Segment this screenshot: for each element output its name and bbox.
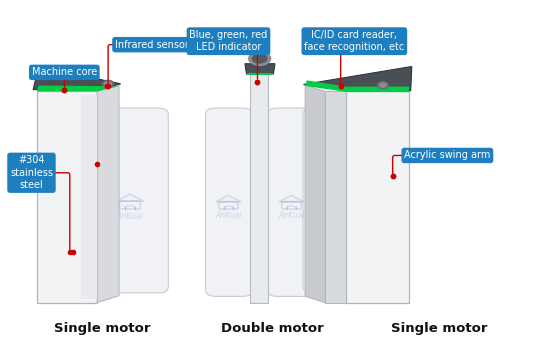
Circle shape xyxy=(105,82,112,86)
Polygon shape xyxy=(346,91,409,303)
Polygon shape xyxy=(246,73,273,75)
Polygon shape xyxy=(37,86,119,91)
Circle shape xyxy=(252,54,267,63)
Polygon shape xyxy=(326,91,346,303)
Text: Single motor: Single motor xyxy=(391,322,487,335)
Text: AnKuai: AnKuai xyxy=(215,211,242,221)
Text: IC/ID card reader,
face recognition, etc: IC/ID card reader, face recognition, etc xyxy=(304,30,404,52)
FancyBboxPatch shape xyxy=(98,108,168,293)
Text: Infrared sensor: Infrared sensor xyxy=(115,40,189,50)
Text: Blue, green, red
LED indicator: Blue, green, red LED indicator xyxy=(189,30,268,52)
Polygon shape xyxy=(305,85,326,303)
Polygon shape xyxy=(305,80,409,92)
Polygon shape xyxy=(245,64,275,74)
Text: Single motor: Single motor xyxy=(54,322,151,335)
Text: #304
stainless
steel: #304 stainless steel xyxy=(10,155,53,190)
Polygon shape xyxy=(37,91,97,303)
Polygon shape xyxy=(81,95,97,299)
Text: Double motor: Double motor xyxy=(221,322,323,335)
Polygon shape xyxy=(250,74,268,303)
Circle shape xyxy=(249,52,271,66)
Polygon shape xyxy=(33,66,120,90)
Text: Acrylic swing arm: Acrylic swing arm xyxy=(404,150,491,161)
Text: Machine core: Machine core xyxy=(32,67,97,77)
FancyBboxPatch shape xyxy=(303,108,386,293)
Polygon shape xyxy=(304,66,412,91)
Circle shape xyxy=(103,80,113,87)
FancyBboxPatch shape xyxy=(206,108,252,296)
Circle shape xyxy=(377,82,388,89)
Polygon shape xyxy=(97,84,119,303)
FancyBboxPatch shape xyxy=(267,108,315,296)
Text: AnKuai: AnKuai xyxy=(332,211,358,221)
Text: AnKuai: AnKuai xyxy=(278,211,305,221)
Text: AnKuai: AnKuai xyxy=(117,211,143,221)
Circle shape xyxy=(379,83,386,87)
